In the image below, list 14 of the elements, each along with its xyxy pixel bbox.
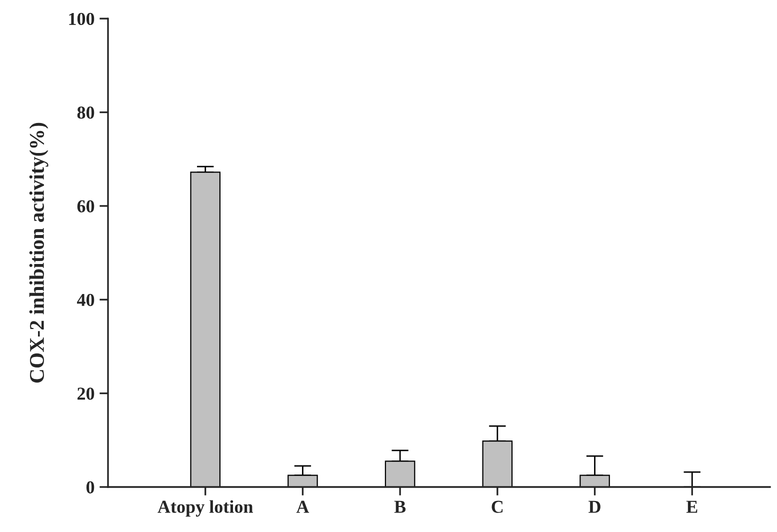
y-tick-label: 40 — [77, 294, 94, 306]
x-tick-label: A — [296, 500, 310, 513]
x-tick-label: B — [394, 500, 406, 513]
x-tick-label: C — [492, 500, 503, 513]
y-tick-label: 60 — [77, 200, 94, 212]
y-tick-label: 100 — [69, 12, 94, 26]
y-tick-label: 0 — [86, 481, 94, 494]
x-tick-label: E — [686, 500, 698, 513]
y-tick-label: 20 — [78, 388, 94, 400]
bar — [190, 172, 221, 487]
x-tick-label: Atopy lotion — [158, 500, 253, 517]
y-tick-label: 80 — [77, 106, 94, 119]
y-axis-title: COX-2 inhibition activity(%) — [29, 122, 48, 383]
x-tick-label: D — [588, 500, 600, 513]
